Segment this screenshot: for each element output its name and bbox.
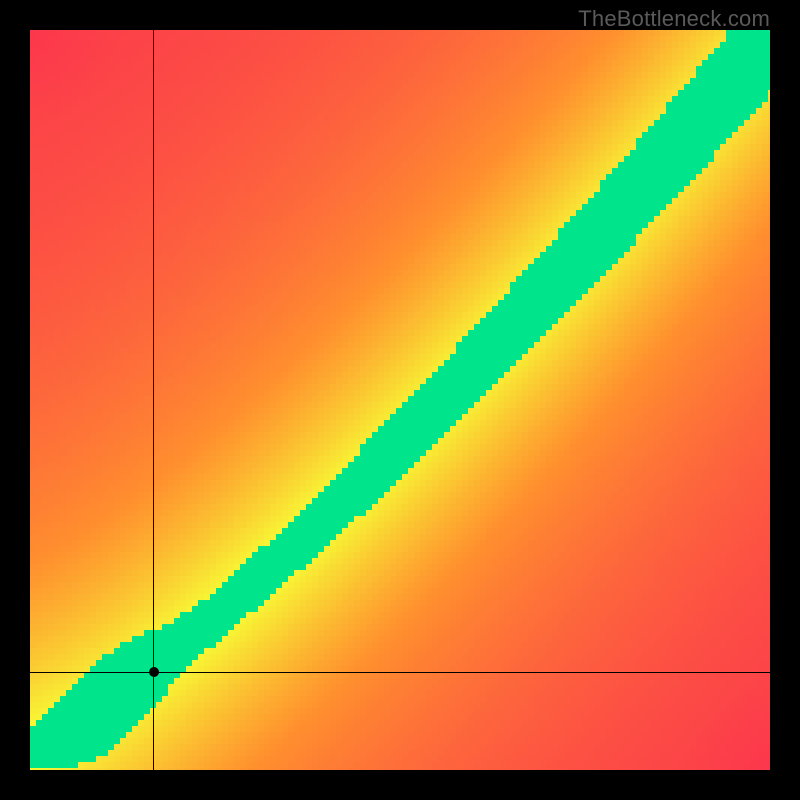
- crosshair-marker: [149, 667, 159, 677]
- crosshair-vertical: [153, 30, 154, 770]
- plot-area: [30, 30, 770, 770]
- watermark-text: TheBottleneck.com: [578, 6, 770, 32]
- heatmap-canvas: [30, 30, 770, 770]
- crosshair-horizontal: [30, 672, 770, 673]
